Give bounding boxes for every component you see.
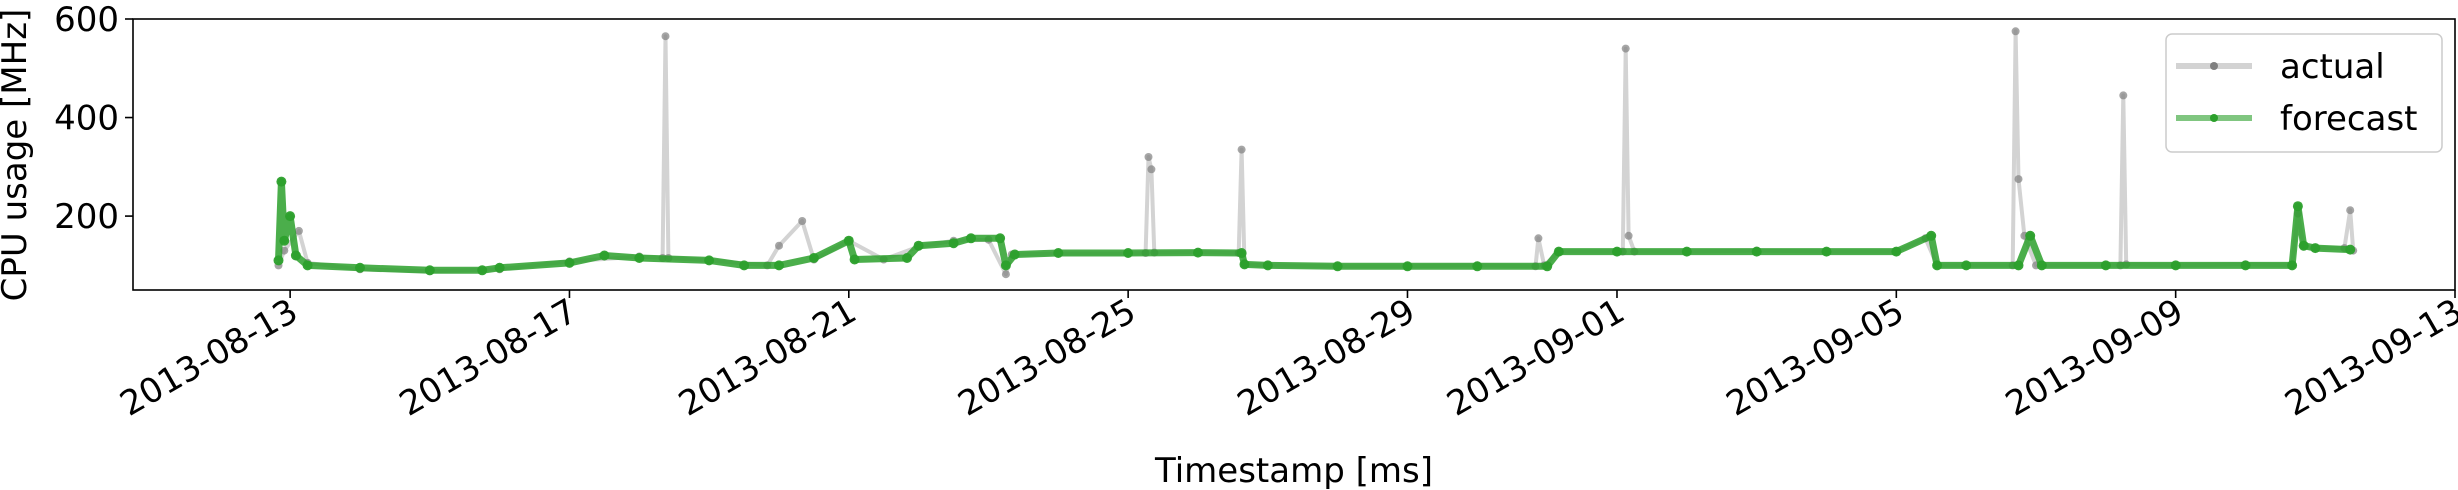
series-point-forecast bbox=[634, 253, 645, 263]
y-tick-label: 600 bbox=[54, 0, 119, 40]
series-point-forecast bbox=[285, 211, 296, 222]
series-point-forecast bbox=[276, 176, 287, 187]
series-point-forecast bbox=[2100, 260, 2111, 271]
x-tick-label: 2013-09-09 bbox=[1999, 291, 2190, 424]
series-point-forecast bbox=[902, 253, 912, 263]
series-point-actual bbox=[1624, 231, 1633, 240]
series-point-actual bbox=[1147, 165, 1156, 174]
series-point-forecast bbox=[599, 250, 610, 261]
legend-actual-marker bbox=[2210, 62, 2218, 70]
series-point-forecast bbox=[1961, 260, 1972, 271]
series-point-actual bbox=[1144, 153, 1153, 161]
plot-area bbox=[133, 19, 2455, 290]
y-axis-label: CPU usage [MHz] bbox=[0, 9, 35, 302]
series-point-actual bbox=[798, 217, 807, 225]
series-point-actual bbox=[1621, 44, 1630, 53]
series-point-actual bbox=[775, 241, 783, 250]
series-forecast bbox=[273, 176, 2356, 276]
series-point-forecast bbox=[1009, 249, 1020, 260]
series-point-forecast bbox=[2013, 260, 2024, 271]
series-point-actual bbox=[2119, 91, 2128, 100]
series-point-forecast bbox=[849, 254, 860, 265]
series-layer bbox=[273, 27, 2358, 279]
series-point-forecast bbox=[2298, 240, 2309, 251]
series-point-forecast bbox=[302, 260, 313, 271]
series-point-forecast bbox=[1000, 260, 1011, 271]
series-point-forecast bbox=[1751, 246, 1762, 257]
series-point-forecast bbox=[2310, 243, 2321, 254]
x-axis-label: Timestamp [ms] bbox=[1154, 451, 1433, 490]
y-tick-label: 200 bbox=[54, 197, 119, 237]
series-point-forecast bbox=[995, 233, 1006, 244]
x-tick-label: 2013-09-13 bbox=[2278, 291, 2458, 424]
x-tick-label: 2013-09-01 bbox=[1440, 291, 1631, 424]
y-axis: 200 400 600 bbox=[54, 0, 133, 237]
series-point-forecast bbox=[1332, 261, 1343, 272]
series-point-forecast bbox=[355, 262, 365, 273]
series-point-actual bbox=[2011, 27, 2020, 36]
series-point-forecast bbox=[1193, 247, 1203, 258]
series-point-forecast bbox=[1402, 261, 1413, 272]
legend: actual forecast bbox=[2165, 33, 2443, 153]
series-point-forecast bbox=[1053, 248, 1064, 258]
series-point-actual bbox=[2346, 206, 2355, 215]
series-point-forecast bbox=[477, 265, 488, 276]
series-point-forecast bbox=[1123, 248, 1134, 258]
series-point-forecast bbox=[1926, 230, 1937, 241]
series-point-forecast bbox=[774, 260, 784, 271]
series-point-actual bbox=[294, 226, 303, 235]
series-point-forecast bbox=[290, 250, 301, 261]
series-point-forecast bbox=[2025, 230, 2036, 241]
series-line-forecast bbox=[275, 178, 2351, 274]
series-point-actual bbox=[1534, 234, 1543, 243]
series-point-forecast bbox=[704, 255, 715, 266]
series-point-forecast bbox=[1239, 259, 1250, 270]
series-point-forecast bbox=[564, 257, 575, 268]
series-point-forecast bbox=[843, 235, 854, 246]
y-tick-label: 400 bbox=[54, 99, 119, 139]
legend-forecast-label: forecast bbox=[2280, 99, 2418, 139]
series-point-forecast bbox=[1891, 246, 1902, 257]
legend-forecast-marker bbox=[2210, 114, 2218, 122]
series-point-forecast bbox=[1612, 246, 1622, 257]
series-point-forecast bbox=[2287, 260, 2298, 271]
x-axis: 2013-08-13 2013-08-17 2013-08-21 2013-08-25… bbox=[114, 290, 2458, 425]
series-point-forecast bbox=[2170, 260, 2181, 271]
plot-frame bbox=[132, 18, 2456, 291]
series-point-forecast bbox=[1262, 260, 1273, 271]
x-tick-label: 2013-08-13 bbox=[114, 291, 305, 424]
x-tick-label: 2013-08-25 bbox=[952, 291, 1143, 424]
series-point-forecast bbox=[1553, 246, 1564, 257]
series-point-forecast bbox=[273, 255, 284, 266]
series-point-forecast bbox=[739, 260, 750, 271]
series-point-forecast bbox=[279, 235, 290, 246]
series-point-forecast bbox=[2292, 201, 2303, 212]
series-point-actual bbox=[1001, 270, 1010, 279]
series-point-forecast bbox=[1472, 261, 1483, 272]
series-point-actual bbox=[661, 32, 670, 41]
series-point-forecast bbox=[948, 238, 959, 249]
series-point-forecast bbox=[966, 233, 976, 244]
x-tick-label: 2013-09-05 bbox=[1720, 291, 1911, 424]
legend-actual-label: actual bbox=[2280, 47, 2385, 87]
series-point-forecast bbox=[1932, 260, 1943, 271]
series-point-actual bbox=[2014, 175, 2023, 184]
x-tick-label: 2013-08-17 bbox=[393, 291, 584, 424]
x-tick-label: 2013-08-29 bbox=[1231, 291, 1422, 424]
x-tick-label: 2013-08-21 bbox=[672, 291, 863, 424]
series-point-forecast bbox=[424, 265, 435, 276]
series-point-forecast bbox=[1681, 246, 1692, 257]
series-point-forecast bbox=[1542, 261, 1553, 272]
series-point-actual bbox=[1237, 145, 1246, 154]
series-point-forecast bbox=[1821, 246, 1832, 257]
series-point-forecast bbox=[1236, 248, 1247, 258]
series-point-forecast bbox=[808, 253, 819, 263]
series-point-forecast bbox=[913, 240, 924, 251]
series-point-forecast bbox=[494, 262, 505, 273]
series-point-forecast bbox=[2240, 260, 2251, 271]
series-point-forecast bbox=[2036, 260, 2047, 271]
series-point-forecast bbox=[2345, 244, 2356, 255]
